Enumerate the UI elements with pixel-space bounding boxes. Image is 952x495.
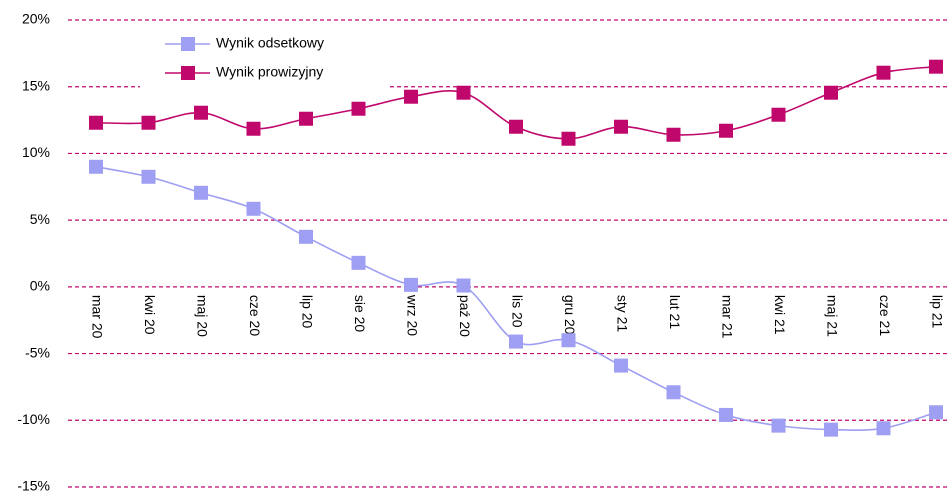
point-marker	[824, 85, 838, 100]
point-marker	[666, 127, 681, 142]
x-tick-label: lis 20	[509, 295, 525, 328]
point-marker	[929, 59, 943, 74]
point-marker	[141, 115, 156, 130]
x-tick-label: wrz 20	[404, 294, 420, 336]
x-tick-label: cze 20	[247, 295, 263, 336]
point-marker	[456, 278, 471, 293]
point-marker	[194, 185, 208, 200]
x-tick-label: lip 20	[299, 295, 315, 329]
y-tick-label: -5%	[25, 344, 50, 360]
y-tick-label: 10%	[22, 144, 50, 160]
point-marker	[824, 422, 838, 437]
x-tick-label: cze 21	[877, 295, 893, 336]
x-tick-label: mar 20	[89, 295, 105, 339]
x-tick-label: kwi 21	[772, 295, 788, 335]
point-marker	[561, 333, 576, 348]
point-marker	[89, 115, 103, 130]
point-marker	[666, 385, 681, 400]
point-marker	[771, 107, 786, 122]
y-tick-label: 0%	[30, 278, 50, 294]
point-marker	[299, 111, 313, 126]
point-marker	[89, 159, 103, 174]
point-marker	[456, 85, 471, 100]
legend-label: Wynik odsetkowy	[216, 35, 324, 51]
point-marker	[876, 421, 891, 436]
y-tick-label: 5%	[30, 211, 50, 227]
legend-marker	[181, 66, 195, 80]
x-tick-label: sie 20	[352, 295, 368, 333]
point-marker	[299, 229, 313, 244]
legend: Wynik odsetkowy Wynik prowizyjny	[140, 28, 390, 90]
x-tick-label: lut 21	[667, 295, 683, 329]
legend-marker	[181, 37, 195, 51]
point-marker	[404, 277, 418, 292]
point-marker	[509, 119, 523, 134]
x-tick-label: mar 21	[719, 295, 735, 339]
x-tick-label: gru 20	[562, 295, 578, 335]
point-marker	[351, 101, 366, 116]
point-marker	[719, 123, 733, 138]
point-marker	[771, 418, 786, 433]
point-marker	[876, 65, 891, 80]
y-tick-label: 20%	[22, 11, 50, 27]
x-tick-label: maj 20	[194, 295, 210, 337]
point-marker	[719, 407, 733, 422]
y-tick-label: -15%	[17, 478, 50, 494]
point-marker	[141, 169, 156, 184]
point-marker	[614, 119, 628, 134]
point-marker	[614, 358, 628, 373]
legend-label: Wynik prowizyjny	[216, 64, 323, 80]
point-marker	[404, 89, 418, 104]
point-marker	[194, 105, 208, 120]
point-marker	[246, 201, 261, 216]
y-tick-label: 15%	[22, 77, 50, 93]
point-marker	[246, 121, 261, 136]
x-tick-label: paź 20	[457, 295, 473, 337]
x-tick-label: lip 21	[929, 295, 945, 329]
point-marker	[929, 405, 943, 420]
x-tick-label: maj 21	[824, 295, 840, 337]
x-tick-label: sty 21	[614, 295, 630, 333]
point-marker	[509, 334, 523, 349]
point-marker	[561, 131, 576, 146]
x-tick-label: kwi 20	[142, 295, 158, 335]
point-marker	[351, 255, 366, 270]
y-tick-label: -10%	[17, 411, 50, 427]
